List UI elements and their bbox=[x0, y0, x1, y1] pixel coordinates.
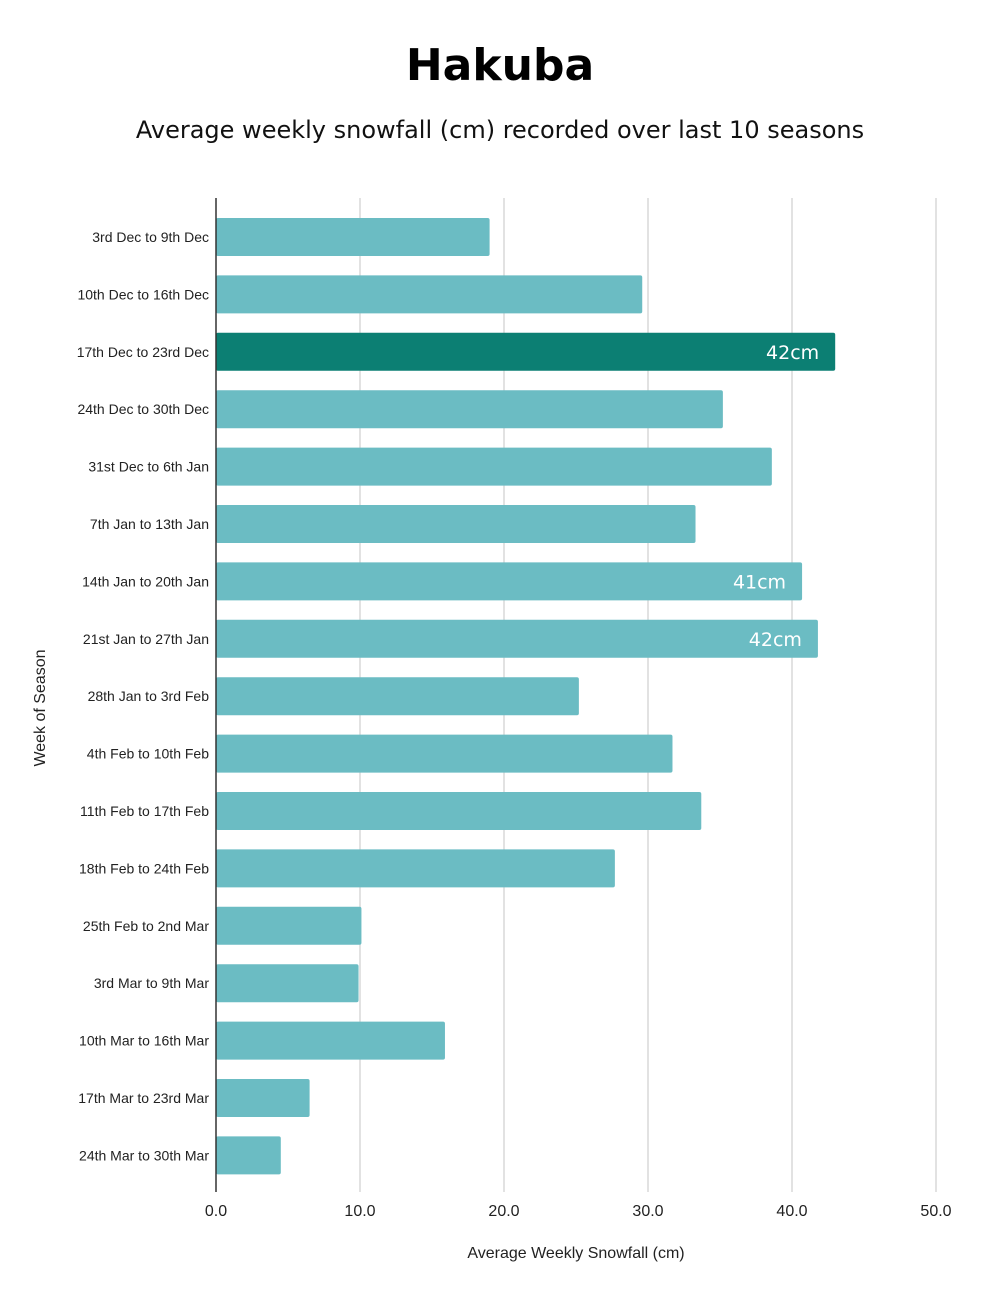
x-tick-label: 10.0 bbox=[344, 1203, 375, 1220]
category-label: 14th Jan to 20th Jan bbox=[82, 573, 209, 589]
bar bbox=[216, 906, 362, 945]
x-axis-title: Average Weekly Snowfall (cm) bbox=[467, 1245, 684, 1262]
bar bbox=[216, 275, 643, 314]
category-label: 10th Mar to 16th Mar bbox=[79, 1033, 209, 1049]
category-label: 24th Dec to 30th Dec bbox=[77, 401, 209, 417]
bar bbox=[216, 390, 723, 429]
category-label: 25th Feb to 2nd Mar bbox=[83, 918, 209, 934]
category-label: 24th Mar to 30th Mar bbox=[79, 1147, 209, 1163]
x-tick-label: 20.0 bbox=[488, 1203, 519, 1220]
category-label: 17th Dec to 23rd Dec bbox=[77, 344, 209, 360]
bar bbox=[216, 1021, 445, 1060]
x-tick-labels: 0.0 10.0 20.0 30.0 40.0 50.0 bbox=[205, 1203, 952, 1220]
category-label: 21st Jan to 27th Jan bbox=[83, 631, 209, 647]
category-label: 3rd Dec to 9th Dec bbox=[92, 229, 209, 245]
bar bbox=[216, 1136, 281, 1175]
x-tick-label: 40.0 bbox=[776, 1203, 807, 1220]
bars: 42cm 41cm 42cm bbox=[216, 218, 836, 1175]
category-label: 11th Feb to 17th Feb bbox=[80, 803, 209, 819]
bar bbox=[216, 1079, 310, 1117]
bar bbox=[216, 964, 359, 1003]
chart-title: Hakuba bbox=[405, 40, 595, 91]
bar bbox=[216, 562, 803, 601]
bar-value-label: 41cm bbox=[733, 571, 786, 593]
bar bbox=[216, 447, 772, 486]
bar bbox=[216, 218, 490, 256]
bar-value-label: 42cm bbox=[766, 342, 819, 364]
category-label: 28th Jan to 3rd Feb bbox=[88, 688, 210, 704]
category-label: 7th Jan to 13th Jan bbox=[90, 516, 209, 532]
category-label: 18th Feb to 24th Feb bbox=[79, 860, 209, 876]
category-label: 10th Dec to 16th Dec bbox=[77, 286, 209, 302]
category-label: 17th Mar to 23rd Mar bbox=[78, 1090, 209, 1106]
x-tick-label: 0.0 bbox=[205, 1203, 227, 1220]
chart-subtitle: Average weekly snowfall (cm) recorded ov… bbox=[135, 116, 865, 144]
category-label: 3rd Mar to 9th Mar bbox=[94, 975, 209, 991]
y-axis-title: Week of Season bbox=[32, 649, 49, 766]
x-tick-label: 30.0 bbox=[632, 1203, 663, 1220]
x-tick-label: 50.0 bbox=[920, 1203, 951, 1220]
bar bbox=[216, 505, 696, 543]
category-label: 4th Feb to 10th Feb bbox=[87, 746, 209, 762]
category-label: 31st Dec to 6th Jan bbox=[88, 459, 209, 475]
bar bbox=[216, 849, 615, 888]
bar bbox=[216, 619, 818, 658]
bar bbox=[216, 677, 579, 716]
bar bbox=[216, 332, 836, 371]
bar-value-label: 42cm bbox=[749, 629, 802, 651]
bar bbox=[216, 734, 673, 773]
bar bbox=[216, 792, 702, 830]
category-labels: 3rd Dec to 9th Dec 10th Dec to 16th Dec 17… bbox=[77, 229, 210, 1163]
